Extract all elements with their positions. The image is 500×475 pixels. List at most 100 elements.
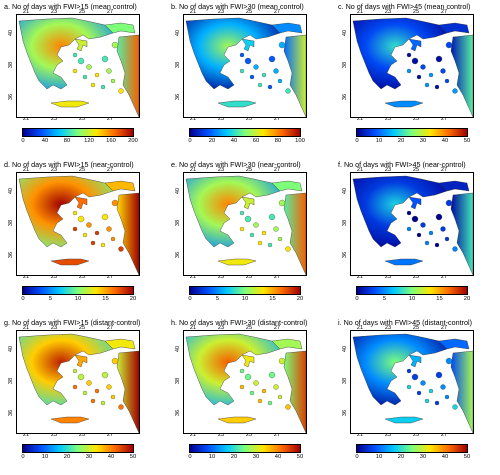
colorbar [22,444,134,453]
lon-tick-top: 27 [440,167,448,173]
lon-tick-bottom: 25 [412,432,420,438]
lat-tick: 38 [342,377,349,385]
lon-tick-top: 23 [50,325,58,331]
colorbar-label: 30 [252,454,260,460]
lon-tick-bottom: 23 [384,274,392,280]
colorbar-label: 40 [41,138,49,144]
greece-map [185,175,306,275]
colorbar-label: 30 [85,454,93,460]
colorbar-label: 80 [274,138,282,144]
lon-tick-bottom: 27 [273,274,281,280]
lon-tick-bottom: 27 [106,432,114,438]
colorbar-label: 20 [63,454,71,460]
greece-map [185,17,306,117]
map-area [350,330,474,434]
map-panel-g: g. No of days with FWI>15 (distant-contr… [2,318,164,474]
lon-tick-bottom: 25 [78,274,86,280]
map-panel-b: b. No of days with FWI>30 (mean control)… [169,2,331,158]
lon-tick-bottom: 27 [106,116,114,122]
lon-tick-top: 21 [356,325,364,331]
lon-tick-bottom: 25 [245,432,253,438]
colorbar-label: 50 [463,138,471,144]
lat-tick: 38 [8,377,15,385]
lon-tick-top: 23 [50,9,58,15]
lon-tick-top: 23 [384,325,392,331]
colorbar-label: 0 [21,296,25,302]
colorbar [189,128,301,137]
colorbar-label: 100 [295,138,305,144]
lat-tick: 40 [8,29,15,37]
lon-tick-bottom: 27 [273,116,281,122]
lon-tick-bottom: 23 [384,432,392,438]
colorbar-label: 0 [188,454,192,460]
lat-tick: 36 [342,251,349,259]
colorbar-label: 60 [252,138,260,144]
map-area [350,172,474,276]
map-panel-i: i. No of days with FWI>45 (distant-contr… [336,318,498,474]
colorbar [356,444,468,453]
lat-tick: 38 [342,219,349,227]
lon-tick-top: 21 [22,167,30,173]
colorbar-label: 40 [230,138,238,144]
colorbar-label: 200 [128,138,138,144]
lon-tick-bottom: 23 [50,274,58,280]
lon-tick-top: 25 [78,9,86,15]
lon-tick-bottom: 27 [273,432,281,438]
lon-tick-top: 27 [273,9,281,15]
panel-title: i. No of days with FWI>45 (distant-contr… [338,318,473,327]
lon-tick-top: 27 [440,9,448,15]
colorbar-label: 15 [102,296,109,302]
greece-map [18,17,139,117]
colorbar [22,286,134,295]
lat-tick: 38 [175,377,182,385]
colorbar-label: 80 [63,138,71,144]
panel-title: c. No of days with FWI>45 (mean control) [338,2,471,11]
colorbar-label: 10 [375,454,383,460]
lon-tick-bottom: 23 [217,432,225,438]
lon-tick-top: 21 [189,325,197,331]
colorbar-label: 0 [188,296,192,302]
map-panel-h: h. No of days with FWI>30 (distant-contr… [169,318,331,474]
colorbar-label: 40 [107,454,115,460]
colorbar-label: 20 [129,296,137,302]
lon-tick-top: 21 [22,325,30,331]
lat-tick: 36 [8,93,15,101]
colorbar-label: 30 [419,454,427,460]
lat-tick: 40 [175,29,182,37]
lon-tick-top: 23 [217,167,225,173]
map-panel-d: d. No of days with FWI>15 (near-control)… [2,160,164,316]
colorbar-label: 50 [129,454,137,460]
colorbar-label: 10 [375,138,383,144]
lat-tick: 40 [8,345,15,353]
colorbar-label: 40 [274,454,282,460]
colorbar-label: 40 [441,454,449,460]
map-panel-e: e. No of days with FWI>30 (near-control)… [169,160,331,316]
lat-tick: 40 [175,187,182,195]
lat-tick: 40 [8,187,15,195]
map-area [350,14,474,118]
greece-map [352,175,473,275]
map-area [16,330,140,434]
lon-tick-top: 27 [106,325,114,331]
lon-tick-bottom: 25 [412,116,420,122]
colorbar [22,128,134,137]
lon-tick-bottom: 21 [22,116,30,122]
lon-tick-bottom: 21 [189,432,197,438]
lon-tick-top: 25 [412,167,420,173]
lon-tick-top: 21 [189,167,197,173]
colorbar-label: 10 [208,454,216,460]
panel-title: e. No of days with FWI>30 (near-control) [171,160,301,169]
colorbar-label: 0 [355,296,359,302]
colorbar [189,444,301,453]
greece-map [185,333,306,433]
lon-tick-bottom: 23 [384,116,392,122]
lat-tick: 36 [175,93,182,101]
lon-tick-top: 27 [440,325,448,331]
map-area [183,14,307,118]
colorbar-label: 5 [382,296,387,302]
lon-tick-top: 21 [356,9,364,15]
lon-tick-bottom: 27 [440,274,448,280]
lon-tick-bottom: 25 [78,432,86,438]
lon-tick-top: 27 [273,167,281,173]
colorbar-label: 0 [355,138,359,144]
